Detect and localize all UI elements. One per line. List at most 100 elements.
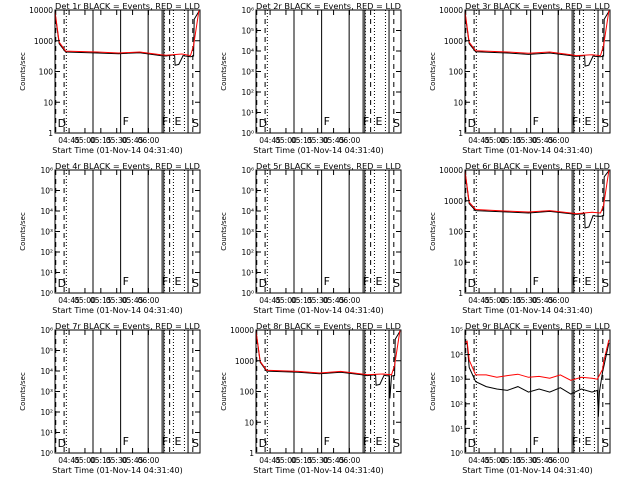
event-marker-F: F xyxy=(572,275,578,288)
x-axis-label: Start Time (01-Nov-14 04:31:40) xyxy=(462,146,592,155)
x-tick-label: 05:30 xyxy=(516,136,538,145)
y-tick-label: 100 xyxy=(39,68,54,77)
x-tick-label: 05:45 xyxy=(122,136,144,145)
panel-8: Det 8r BLACK = Events, RED = LLD 1 10 100 10… xyxy=(220,321,402,475)
y-tick-label: 10⁴ xyxy=(241,207,254,216)
event-marker-D: D xyxy=(468,117,476,130)
x-axis-label: Start Time (01-Nov-14 04:31:40) xyxy=(253,306,383,315)
x-tick-label: 05:15 xyxy=(291,136,313,145)
y-tick-label: 10⁶ xyxy=(40,166,53,175)
x-tick-label: 05:00 xyxy=(275,136,297,145)
panel-5: Det 5r BLACK = Events, RED = LLD 10⁰ 10¹ 10… xyxy=(220,161,402,315)
x-tick-label: 05:15 xyxy=(90,456,112,465)
x-tick-label: 05:00 xyxy=(275,296,297,305)
y-tick-label: 10⁰ xyxy=(450,449,463,458)
series-line-lld xyxy=(464,339,610,381)
event-marker-F: F xyxy=(162,275,168,288)
y-tick-label: 10⁶ xyxy=(241,6,254,15)
y-tick-label: 10² xyxy=(241,248,254,257)
panel-title: Det 7r BLACK = Events, RED = LLD xyxy=(55,321,200,331)
y-tick-label: 1 xyxy=(458,289,463,298)
event-marker-E: E xyxy=(376,275,383,288)
x-axis-label: Start Time (01-Nov-14 04:31:40) xyxy=(253,466,383,475)
x-tick-label: 06:00 xyxy=(138,296,160,305)
event-marker-S: S xyxy=(393,117,400,130)
panel-3: Det 3r BLACK = Events, RED = LLD 1 10 100 10… xyxy=(429,1,611,155)
panel-2: Det 2r BLACK = Events, RED = LLD 10⁰ 10¹ 10… xyxy=(220,1,402,155)
y-tick-label: 10⁰ xyxy=(40,289,53,298)
x-tick-label: 05:30 xyxy=(106,136,128,145)
panel-title: Det 8r BLACK = Events, RED = LLD xyxy=(256,321,401,331)
x-tick-label: 05:00 xyxy=(275,456,297,465)
y-axis-label: Counts/sec xyxy=(19,212,27,251)
x-tick-label: 05:45 xyxy=(532,136,554,145)
y-tick-label: 10 xyxy=(244,418,254,427)
panel-6: Det 6r BLACK = Events, RED = LLD 1 10 100 10… xyxy=(429,161,611,315)
event-marker-S: S xyxy=(393,277,400,290)
y-tick-label: 10³ xyxy=(450,375,463,384)
event-marker-F: F xyxy=(363,115,369,128)
panel-title: Det 5r BLACK = Events, RED = LLD xyxy=(256,161,401,171)
event-marker-F: F xyxy=(324,435,330,448)
y-tick-label: 10² xyxy=(40,248,53,257)
x-tick-label: 05:15 xyxy=(500,136,522,145)
x-tick-label: 05:45 xyxy=(323,456,345,465)
event-marker-F: F xyxy=(324,275,330,288)
event-marker-E: E xyxy=(376,115,383,128)
x-axis-label: Start Time (01-Nov-14 04:31:40) xyxy=(52,306,182,315)
x-axis-label: Start Time (01-Nov-14 04:31:40) xyxy=(52,466,182,475)
y-tick-label: 10³ xyxy=(241,68,254,77)
panel-title: Det 1r BLACK = Events, RED = LLD xyxy=(55,1,200,11)
event-marker-D: D xyxy=(468,437,476,450)
event-marker-F: F xyxy=(533,275,539,288)
y-tick-label: 10¹ xyxy=(40,269,53,278)
panel-4: Det 4r BLACK = Events, RED = LLD 10⁰ 10¹ 10… xyxy=(19,161,201,315)
event-marker-E: E xyxy=(175,275,182,288)
panel-title: Det 6r BLACK = Events, RED = LLD xyxy=(465,161,610,171)
y-tick-label: 100 xyxy=(240,388,255,397)
event-marker-S: S xyxy=(192,277,199,290)
event-marker-F: F xyxy=(123,435,129,448)
x-tick-label: 06:00 xyxy=(548,296,570,305)
y-tick-label: 10⁶ xyxy=(241,166,254,175)
y-tick-label: 10 xyxy=(453,98,463,107)
x-tick-label: 05:45 xyxy=(532,456,554,465)
y-tick-label: 10¹ xyxy=(450,424,463,433)
event-marker-F: F xyxy=(123,275,129,288)
event-marker-S: S xyxy=(602,117,609,130)
x-tick-label: 05:00 xyxy=(484,136,506,145)
y-tick-label: 10000 xyxy=(439,166,463,175)
y-tick-label: 10³ xyxy=(40,228,53,237)
event-marker-S: S xyxy=(602,277,609,290)
x-tick-label: 05:45 xyxy=(323,296,345,305)
x-tick-label: 04:45 xyxy=(58,456,80,465)
x-tick-label: 05:15 xyxy=(90,296,112,305)
x-tick-label: 06:00 xyxy=(339,136,361,145)
panel-1: Det 1r BLACK = Events, RED = LLD 1 10 100 10… xyxy=(19,1,201,155)
event-marker-D: D xyxy=(58,437,66,450)
panel-9: Det 9r BLACK = Events, RED = LLD 10⁰ 10¹ 10… xyxy=(429,321,611,475)
x-tick-label: 05:30 xyxy=(307,136,329,145)
event-marker-E: E xyxy=(175,115,182,128)
y-tick-label: 10⁰ xyxy=(241,129,254,138)
x-tick-label: 06:00 xyxy=(138,136,160,145)
y-axis-label: Counts/sec xyxy=(429,212,437,251)
x-tick-label: 05:00 xyxy=(484,456,506,465)
x-tick-label: 05:45 xyxy=(122,456,144,465)
x-tick-label: 04:45 xyxy=(468,296,490,305)
series-line-lld xyxy=(255,330,401,376)
y-tick-label: 1000 xyxy=(34,37,53,46)
panel-title: Det 4r BLACK = Events, RED = LLD xyxy=(55,161,200,171)
x-tick-label: 05:30 xyxy=(307,456,329,465)
y-tick-label: 1000 xyxy=(444,37,463,46)
x-axis-label: Start Time (01-Nov-14 04:31:40) xyxy=(462,306,592,315)
x-tick-label: 05:15 xyxy=(291,296,313,305)
panel-title: Det 2r BLACK = Events, RED = LLD xyxy=(256,1,401,11)
y-tick-label: 10⁵ xyxy=(450,326,463,335)
x-tick-label: 04:45 xyxy=(259,296,281,305)
x-axis-label: Start Time (01-Nov-14 04:31:40) xyxy=(462,466,592,475)
x-tick-label: 05:30 xyxy=(106,456,128,465)
y-tick-label: 10¹ xyxy=(241,109,254,118)
event-marker-D: D xyxy=(58,277,66,290)
